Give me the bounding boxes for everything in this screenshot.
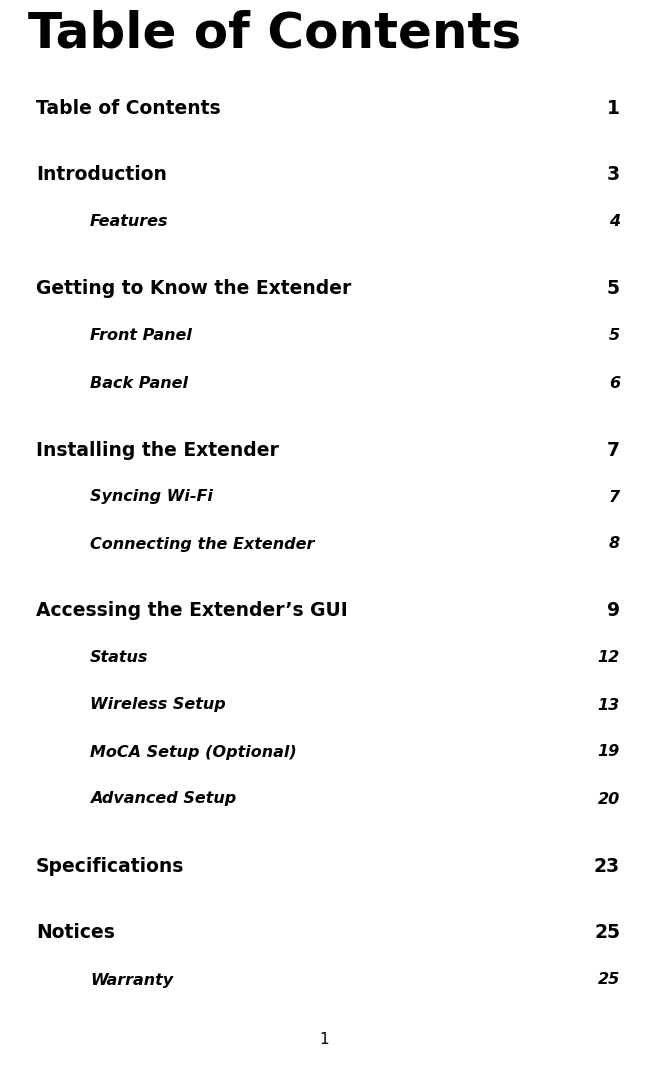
Text: Notices: Notices (36, 923, 115, 942)
Text: MoCA Setup (Optional): MoCA Setup (Optional) (90, 744, 297, 759)
Text: Table of Contents: Table of Contents (36, 98, 220, 117)
Text: Table of Contents: Table of Contents (28, 10, 521, 58)
Text: Status: Status (90, 650, 148, 665)
Text: 12: 12 (597, 650, 620, 665)
Text: 1: 1 (319, 1033, 329, 1048)
Text: 4: 4 (609, 214, 620, 229)
Text: 13: 13 (597, 697, 620, 712)
Text: 20: 20 (597, 791, 620, 807)
Text: Accessing the Extender’s GUI: Accessing the Extender’s GUI (36, 601, 348, 620)
Text: Features: Features (90, 214, 168, 229)
Text: 25: 25 (594, 923, 620, 942)
Text: 5: 5 (607, 279, 620, 298)
Text: Advanced Setup: Advanced Setup (90, 791, 237, 807)
Text: Getting to Know the Extender: Getting to Know the Extender (36, 279, 351, 298)
Text: Warranty: Warranty (90, 972, 173, 987)
Text: 6: 6 (609, 375, 620, 390)
Text: 19: 19 (597, 744, 620, 759)
Text: Installing the Extender: Installing the Extender (36, 440, 279, 459)
Text: 7: 7 (609, 489, 620, 504)
Text: Specifications: Specifications (36, 856, 185, 875)
Text: 3: 3 (607, 165, 620, 184)
Text: 8: 8 (609, 536, 620, 551)
Text: 7: 7 (607, 440, 620, 459)
Text: Connecting the Extender: Connecting the Extender (90, 536, 314, 551)
Text: 5: 5 (609, 328, 620, 343)
Text: Wireless Setup: Wireless Setup (90, 697, 226, 712)
Text: Syncing Wi-Fi: Syncing Wi-Fi (90, 489, 213, 504)
Text: Introduction: Introduction (36, 165, 167, 184)
Text: 25: 25 (597, 972, 620, 987)
Text: Front Panel: Front Panel (90, 328, 192, 343)
Text: 9: 9 (607, 601, 620, 620)
Text: 1: 1 (607, 98, 620, 117)
Text: Back Panel: Back Panel (90, 375, 188, 390)
Text: 23: 23 (594, 856, 620, 875)
